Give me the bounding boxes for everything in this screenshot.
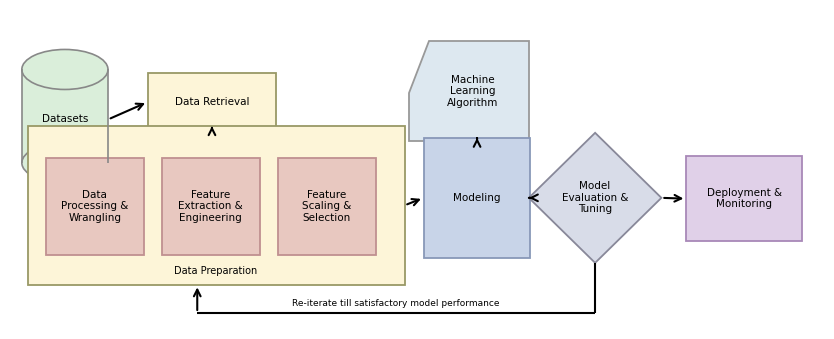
FancyBboxPatch shape xyxy=(424,138,530,258)
Text: Machine
Learning
Algorithm: Machine Learning Algorithm xyxy=(447,75,499,108)
Text: Feature
Scaling &
Selection: Feature Scaling & Selection xyxy=(302,190,351,223)
FancyBboxPatch shape xyxy=(46,158,143,255)
Ellipse shape xyxy=(22,49,108,89)
Text: Data
Processing &
Wrangling: Data Processing & Wrangling xyxy=(61,190,128,223)
Text: Data Preparation: Data Preparation xyxy=(174,266,258,276)
FancyBboxPatch shape xyxy=(278,158,375,255)
FancyBboxPatch shape xyxy=(686,156,802,241)
Text: Model
Evaluation &
Tuning: Model Evaluation & Tuning xyxy=(562,181,628,215)
Polygon shape xyxy=(409,41,529,141)
FancyBboxPatch shape xyxy=(28,126,404,284)
Text: Feature
Extraction &
Engineering: Feature Extraction & Engineering xyxy=(178,190,243,223)
FancyBboxPatch shape xyxy=(162,158,259,255)
Text: Datasets: Datasets xyxy=(42,115,88,124)
Bar xyxy=(22,69,108,163)
FancyBboxPatch shape xyxy=(148,73,276,131)
Polygon shape xyxy=(529,133,661,263)
Text: Modeling: Modeling xyxy=(453,193,500,203)
Text: Data Retrieval: Data Retrieval xyxy=(174,97,249,107)
Text: Deployment &
Monitoring: Deployment & Monitoring xyxy=(706,188,781,210)
Text: Re-iterate till satisfactory model performance: Re-iterate till satisfactory model perfo… xyxy=(293,299,500,308)
Ellipse shape xyxy=(22,143,108,183)
